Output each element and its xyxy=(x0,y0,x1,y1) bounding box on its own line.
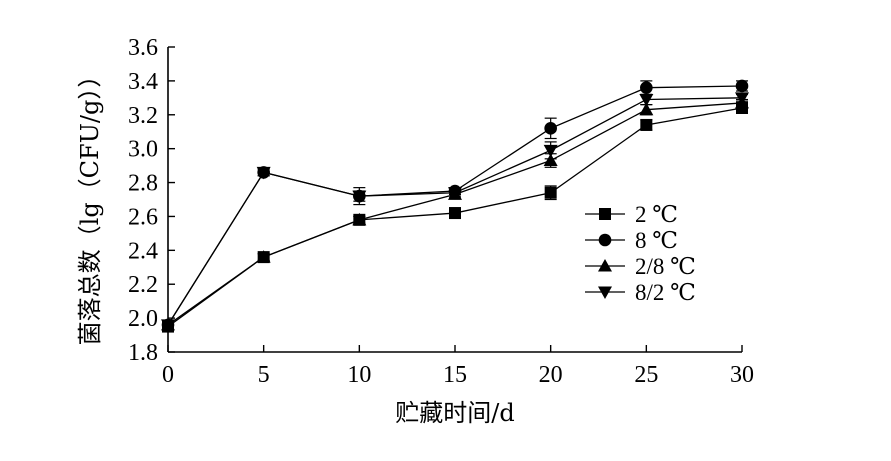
data-point xyxy=(449,207,461,220)
x-tick-label: 10 xyxy=(347,362,371,388)
x-tick-label: 25 xyxy=(634,362,658,388)
legend-marker xyxy=(598,259,612,272)
y-tick-label: 2.6 xyxy=(128,204,158,230)
y-tick-label: 3.4 xyxy=(128,69,158,95)
data-point xyxy=(640,118,653,131)
data-point xyxy=(543,144,558,158)
x-tick-label: 5 xyxy=(258,362,270,388)
y-tick-label: 3.0 xyxy=(128,137,158,163)
y-tick-label: 1.8 xyxy=(128,340,158,366)
x-tick-label: 0 xyxy=(162,362,174,388)
y-tick-label: 2.2 xyxy=(128,272,158,298)
legend: 2 ℃8 ℃2/8 ℃8/2 ℃ xyxy=(585,202,696,305)
x-tick-label: 30 xyxy=(730,362,754,388)
data-point xyxy=(735,92,749,105)
x-axis-title: 贮藏时间/d xyxy=(395,399,514,427)
y-tick-label: 3.2 xyxy=(128,103,158,129)
data-point xyxy=(544,186,557,199)
legend-item: 2/8 ℃ xyxy=(585,254,696,279)
legend-label: 8/2 ℃ xyxy=(635,280,696,305)
y-axis-title: 菌落总数（lg（CFU/g）） xyxy=(76,64,104,346)
data-point xyxy=(735,79,749,93)
legend-label: 2/8 ℃ xyxy=(635,254,696,279)
legend-label: 2 ℃ xyxy=(635,202,678,227)
legend-label: 8 ℃ xyxy=(635,228,678,253)
x-tick-label: 20 xyxy=(539,362,563,388)
legend-item: 8/2 ℃ xyxy=(585,280,696,305)
legend-marker xyxy=(599,208,611,220)
data-point xyxy=(639,94,654,107)
data-point xyxy=(543,153,558,167)
data-point xyxy=(161,319,175,332)
data-point xyxy=(448,187,462,200)
data-point xyxy=(640,81,653,94)
legend-item: 8 ℃ xyxy=(585,228,678,253)
series-4 xyxy=(161,92,749,332)
legend-marker xyxy=(598,233,612,247)
data-point xyxy=(256,166,271,180)
legend-marker xyxy=(598,286,612,299)
x-tick-label: 15 xyxy=(443,362,467,388)
y-tick-label: 2.4 xyxy=(128,238,158,264)
legend-item: 2 ℃ xyxy=(585,202,678,227)
data-point xyxy=(352,212,367,226)
y-tick-label: 2.0 xyxy=(128,306,158,332)
y-tick-label: 2.8 xyxy=(128,171,158,197)
data-point xyxy=(544,122,557,135)
data-point xyxy=(352,190,367,204)
data-point xyxy=(256,250,271,263)
y-tick-label: 3.6 xyxy=(128,35,158,61)
data-point xyxy=(639,102,654,116)
